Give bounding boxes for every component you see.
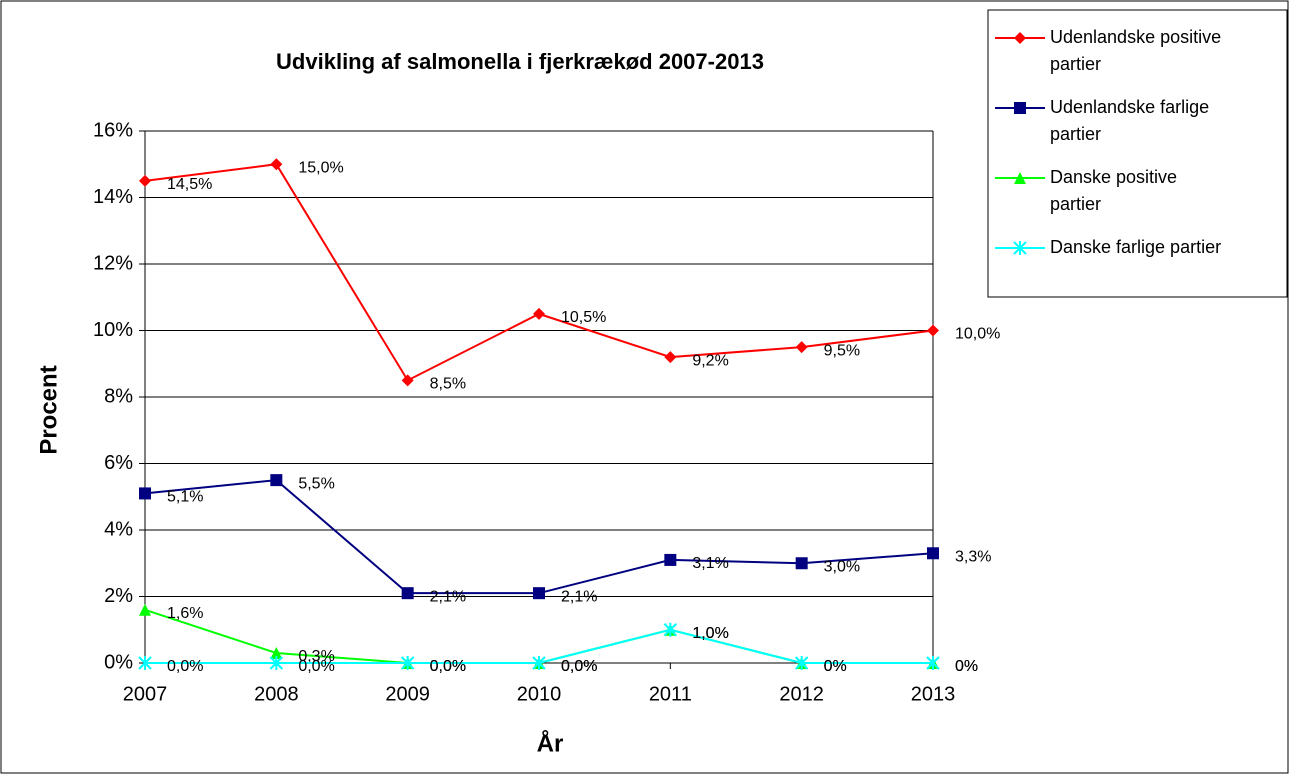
y-tick-label: 4% <box>104 518 133 540</box>
data-label: 0% <box>824 658 847 675</box>
data-point <box>664 351 677 364</box>
data-point <box>139 487 151 500</box>
y-tick-label: 14% <box>93 186 133 208</box>
data-point <box>401 587 414 600</box>
data-point <box>795 557 808 570</box>
x-tick-label: 2012 <box>779 683 824 705</box>
x-tick-label: 2007 <box>123 683 168 705</box>
data-label: 1,0% <box>692 625 728 642</box>
data-label: 2,1% <box>430 588 466 605</box>
data-point <box>927 547 939 560</box>
y-tick-label: 16% <box>93 119 133 141</box>
data-label: 0,0% <box>561 658 597 675</box>
data-label: 5,1% <box>167 489 203 506</box>
data-label: 9,5% <box>824 342 860 359</box>
legend-marker <box>1013 241 1027 255</box>
data-label: 10,0% <box>955 326 1000 343</box>
data-point <box>664 553 677 566</box>
data-point <box>663 622 678 637</box>
data-label: 0% <box>955 658 978 675</box>
data-label: 15,0% <box>298 159 343 176</box>
legend-label: Udenlandske positive partier <box>1050 27 1226 74</box>
x-tick-label: 2009 <box>385 683 430 705</box>
x-tick-label: 2010 <box>517 683 562 705</box>
series-line <box>144 163 934 382</box>
data-point <box>139 174 151 187</box>
data-label: 0,3% <box>298 648 334 665</box>
x-tick-label: 2013 <box>911 683 956 705</box>
data-point <box>794 656 809 670</box>
data-point <box>532 656 546 670</box>
data-point <box>270 474 283 487</box>
data-point <box>270 158 283 171</box>
legend-box <box>987 9 1288 298</box>
y-tick-label: 12% <box>93 252 133 274</box>
data-point <box>138 656 152 670</box>
data-point <box>400 656 415 670</box>
data-point <box>269 656 284 670</box>
data-point <box>533 307 545 320</box>
data-label: 3,3% <box>955 548 991 565</box>
legend-marker <box>1014 32 1026 44</box>
y-axis-title: Procent <box>35 365 62 454</box>
legend-label: Danske positive partier <box>1050 167 1182 214</box>
data-point <box>926 656 940 670</box>
data-label: 5,5% <box>298 475 334 492</box>
x-tick-label: 2011 <box>649 683 692 705</box>
data-point <box>927 324 939 337</box>
data-point <box>533 587 545 600</box>
y-tick-label: 10% <box>93 319 133 341</box>
data-point <box>795 341 808 354</box>
data-label: 0,0% <box>561 658 597 675</box>
data-label: 0,0% <box>298 658 334 675</box>
data-label: 8,5% <box>430 376 466 393</box>
series-line <box>144 608 933 664</box>
legend-label: Danske farlige partier <box>1050 237 1221 257</box>
legend-marker <box>1014 102 1026 114</box>
data-label: 3,0% <box>824 558 860 575</box>
chart-title: Udvikling af salmonella i fjerkrækød 200… <box>276 49 764 74</box>
data-label: 14,5% <box>167 176 212 193</box>
x-tick-label: 2008 <box>254 683 299 705</box>
data-label: 3,1% <box>692 555 728 572</box>
data-point <box>270 647 283 660</box>
data-point <box>139 603 151 616</box>
legend-marker <box>1014 172 1026 184</box>
data-label: 0,0% <box>430 658 466 675</box>
data-label: 2,1% <box>561 588 597 605</box>
data-label: 0% <box>955 658 978 675</box>
y-tick-label: 0% <box>104 651 133 673</box>
legend-label: Udenlandske farlige partier <box>1050 97 1214 144</box>
series-line <box>144 479 934 595</box>
data-label: 0,0% <box>167 658 203 675</box>
y-tick-label: 2% <box>104 585 133 607</box>
data-label: 1,6% <box>167 605 203 622</box>
data-label: 9,2% <box>692 352 728 369</box>
x-axis-title: År <box>537 729 564 757</box>
y-tick-label: 6% <box>104 452 133 474</box>
y-tick-label: 8% <box>104 385 133 407</box>
data-point <box>401 374 414 387</box>
data-label: 10,5% <box>561 309 606 326</box>
